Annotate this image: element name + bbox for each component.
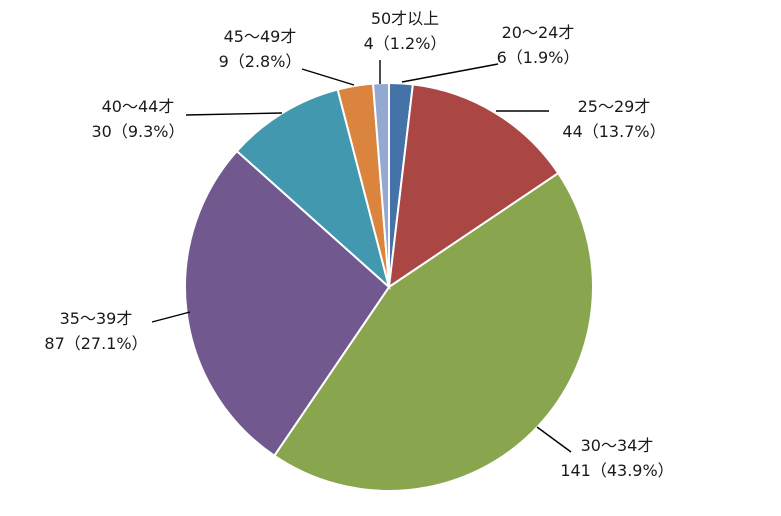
slice-category-label: 30～34才 — [581, 436, 654, 455]
pie-slice-2 — [387, 83, 560, 290]
slice-value-label: 4（1.2%） — [364, 34, 447, 53]
leader-line-4 — [151, 311, 191, 323]
slice-value-label: 87（27.1%） — [44, 334, 147, 353]
pie-slice-4 — [184, 149, 391, 458]
slice-value-label: 44（13.7%） — [562, 122, 665, 141]
data-labels: 20～24才 6（1.9%） 25～29才 44（13.7%） 30～34才 141（43… — [44, 9, 673, 480]
slice-category-label: 45～49才 — [224, 27, 297, 46]
slice-category-label: 40～44才 — [102, 97, 175, 116]
slice-category-label: 35～39才 — [60, 309, 133, 328]
pie-slice-7 — [371, 81, 390, 288]
pie-slices — [184, 81, 594, 492]
slice-category-label: 20～24才 — [502, 23, 575, 42]
leader-line-6 — [301, 68, 355, 86]
leader-line-5 — [185, 112, 283, 116]
pie-slice-5 — [235, 88, 391, 290]
slice-value-label: 6（1.9%） — [497, 48, 580, 67]
slice-value-label: 30（9.3%） — [91, 122, 184, 141]
slice-category-label: 50才以上 — [371, 9, 439, 28]
leader-line-1 — [401, 63, 499, 83]
leader-line-3 — [536, 426, 572, 453]
slice-value-label: 9（2.8%） — [219, 52, 302, 71]
pie-slice-3 — [272, 171, 594, 492]
slice-category-label: 25～29才 — [578, 97, 651, 116]
leader-lines — [151, 60, 572, 453]
slice-value-label: 141（43.9%） — [560, 461, 673, 480]
